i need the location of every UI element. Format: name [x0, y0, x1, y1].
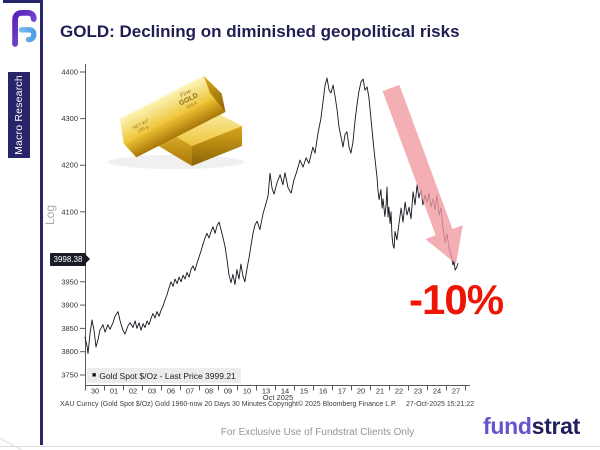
- legend-label: Gold Spot $/Oz - Last Price 3999.21: [99, 370, 236, 381]
- bloomberg-source-text: XAU Curncy (Gold Spot $/Oz) Gold 1960-no…: [60, 401, 267, 408]
- top-accent-strip: [3, 0, 41, 3]
- page-title: GOLD: Declining on diminished geopolitic…: [60, 22, 460, 41]
- x-tick-label: 16: [319, 387, 327, 396]
- x-tick-label: 20: [357, 387, 365, 396]
- x-tick-label: 21: [376, 387, 384, 396]
- x-tick-label: 23: [414, 387, 422, 396]
- footer-divider: [0, 446, 600, 447]
- brand-part-strat: strat: [531, 413, 581, 439]
- y-tick-label: 3950: [61, 277, 78, 286]
- y-tick-label: 4200: [61, 161, 78, 170]
- price-line: [84, 77, 459, 355]
- x-tick-label: 15: [300, 387, 308, 396]
- chart-legend: ■ Gold Spot $/Oz - Last Price 3999.21: [87, 368, 241, 383]
- x-tick-label: 08: [205, 387, 213, 396]
- y-tick-label: 3900: [61, 301, 78, 310]
- x-tick-label: 27: [452, 387, 460, 396]
- x-tick-label: 24: [433, 387, 441, 396]
- x-tick-label: 01: [110, 387, 118, 396]
- x-tick-label: 17: [338, 387, 346, 396]
- y-tick-label: 3850: [61, 324, 78, 333]
- x-tick-label: 13: [262, 387, 270, 396]
- x-tick-label: 07: [186, 387, 194, 396]
- gold-bar-text-purity: 999.9: [185, 100, 198, 110]
- y-tick-label: 4300: [61, 114, 78, 123]
- x-tick-label: 30: [91, 387, 99, 396]
- y-tick-label: 4400: [61, 68, 78, 77]
- gold-bar-text-fine: Fine: [179, 88, 193, 99]
- log-scale-label: Log: [43, 204, 58, 226]
- x-tick-label: 10: [243, 387, 251, 396]
- footer-disclaimer: For Exclusive Use of Fundstrat Clients O…: [220, 427, 415, 438]
- legend-swatch-icon: ■: [92, 372, 97, 379]
- sidebar-divider: [40, 0, 43, 445]
- decline-percentage-label: -10%: [409, 276, 504, 323]
- bloomberg-copyright-text: Copyright© 2025 Bloomberg Finance L.P.: [268, 401, 397, 408]
- x-tick-label: 02: [129, 387, 137, 396]
- x-tick-label: 06: [167, 387, 175, 396]
- x-tick-label: 03: [148, 387, 156, 396]
- x-tick-label: 22: [395, 387, 403, 396]
- y-tick-label: 3750: [61, 371, 78, 380]
- bloomberg-timestamp: 27-Oct-2025 15:21:22: [406, 401, 475, 408]
- macro-research-badge: Macro Research: [8, 72, 30, 158]
- y-tick-label: 3800: [61, 347, 78, 356]
- page-curl-decoration: [0, 437, 23, 450]
- x-axis-month-label: Oct 2025: [262, 393, 294, 402]
- fundstrat-logo-icon: [12, 10, 37, 47]
- x-tick-label: 09: [224, 387, 232, 396]
- last-price-badge: 3998.38: [50, 252, 90, 266]
- gold-bars-image: Fine GOLD 999.9 NET WT 100 g: [108, 75, 244, 169]
- y-tick-label: 4100: [61, 207, 78, 216]
- x-tick-label: 14: [281, 387, 289, 396]
- gold-bar-text-weight: 100 g: [137, 124, 150, 134]
- fundstrat-wordmark: fundstrat: [483, 413, 580, 440]
- brand-part-fund: fund: [483, 413, 532, 439]
